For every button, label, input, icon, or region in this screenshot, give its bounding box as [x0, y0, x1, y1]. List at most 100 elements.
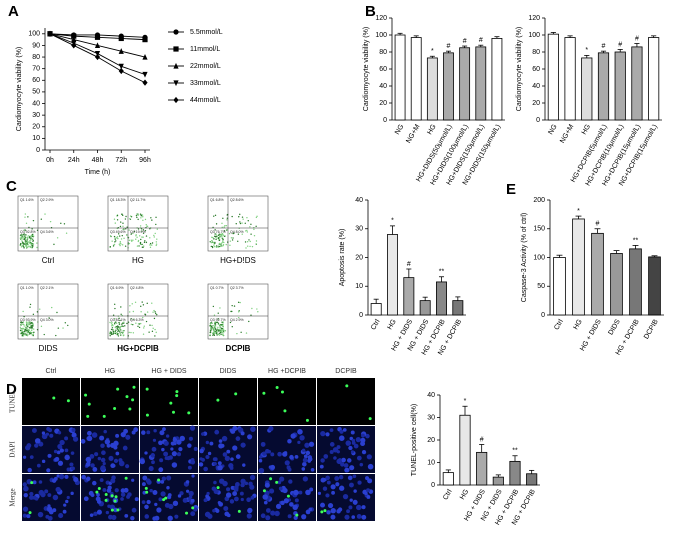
flow-event — [119, 332, 122, 334]
flow-event — [113, 243, 116, 246]
nucleus — [151, 460, 155, 465]
flow-event — [117, 335, 120, 337]
flow-event — [249, 245, 251, 248]
micrograph — [140, 426, 198, 473]
y-axis-label: TUNEL-positive cell(%) — [411, 404, 418, 476]
flow-event — [23, 229, 26, 231]
flow-event — [239, 301, 241, 304]
flow-event — [25, 234, 27, 236]
flow-event — [149, 244, 151, 246]
flow-event — [217, 333, 219, 335]
flow-event — [20, 332, 23, 335]
y-tick-label: 10 — [427, 459, 435, 466]
flow-event — [152, 327, 154, 330]
flow-event — [113, 322, 116, 325]
flow-event — [116, 214, 119, 217]
x-tick-label: DIDS — [607, 318, 622, 336]
flow-event — [219, 326, 221, 328]
flow-event — [211, 246, 214, 249]
flow-event — [111, 327, 114, 329]
nucleus — [130, 515, 135, 521]
significance-mark: # — [447, 43, 451, 50]
tunel-cell — [157, 478, 161, 482]
nucleus — [146, 479, 152, 485]
nucleus — [154, 502, 158, 507]
flow-event — [155, 216, 157, 219]
flow-event — [218, 332, 221, 335]
nucleus — [40, 491, 46, 498]
flow-event — [217, 318, 219, 320]
flow-event — [19, 244, 22, 246]
bar — [648, 37, 660, 121]
flow-event — [151, 330, 154, 333]
flow-event — [114, 326, 117, 329]
flow-event — [223, 230, 226, 232]
flow-event — [209, 325, 211, 327]
flow-event — [24, 238, 26, 241]
nucleus — [235, 482, 240, 487]
nucleus — [48, 509, 54, 515]
tunel-cell — [95, 490, 99, 494]
flow-event — [32, 333, 35, 335]
nucleus — [334, 476, 340, 481]
nucleus — [366, 488, 371, 493]
flow-event — [27, 246, 29, 248]
flow-event — [145, 235, 148, 237]
nucleus — [53, 449, 58, 454]
y-tick-label: 40 — [532, 83, 540, 90]
flow-event — [255, 216, 258, 219]
nucleus — [214, 429, 220, 435]
flow-event — [140, 311, 142, 313]
nucleus — [153, 428, 157, 433]
quadrant-label: Q3 92.8% — [20, 230, 36, 234]
nucleus — [71, 427, 76, 432]
flow-event — [211, 240, 213, 242]
flow-event — [21, 240, 23, 242]
flow-event — [215, 321, 218, 324]
flow-event — [221, 235, 223, 238]
flow-event — [122, 225, 124, 227]
flow-event — [22, 333, 25, 335]
quadrant-label: Q2 4.8% — [130, 286, 144, 290]
y-axis-label: Apoptosis rate (%) — [339, 229, 346, 287]
flow-event — [120, 238, 123, 240]
flow-event — [210, 322, 212, 325]
flow-event — [241, 233, 243, 235]
flow-event — [115, 321, 117, 323]
flow-event — [120, 306, 122, 308]
y-axis-label: Caspase-3 Activity (% of ctrl) — [521, 213, 528, 302]
nucleus — [224, 511, 230, 517]
legend-marker — [173, 46, 179, 52]
x-tick-label: NG — [394, 123, 405, 136]
flow-event — [116, 325, 119, 328]
flow-event — [36, 242, 38, 244]
flow-event — [130, 331, 132, 334]
flow-event — [213, 314, 216, 316]
nucleus — [246, 497, 251, 503]
flow-event — [235, 223, 237, 225]
nucleus — [222, 452, 228, 457]
flow-event — [146, 225, 149, 227]
nucleus — [92, 467, 98, 472]
nucleus — [205, 454, 210, 460]
x-tick-label: Ctrl — [370, 318, 382, 331]
flow-event — [212, 324, 214, 327]
significance-mark: # — [635, 35, 639, 42]
nucleus — [64, 454, 70, 461]
flow-event — [245, 230, 247, 232]
nucleus — [270, 510, 276, 516]
nucleus — [345, 440, 352, 446]
flow-event — [27, 238, 29, 240]
nucleus — [29, 455, 34, 459]
nucleus — [262, 494, 269, 500]
y-tick-label: 0 — [36, 147, 40, 154]
flow-event — [218, 334, 221, 336]
flow-event — [119, 244, 121, 247]
legend-marker — [173, 96, 179, 104]
tunel-cell — [169, 401, 173, 405]
flow-event — [51, 306, 53, 309]
flow-event — [155, 223, 157, 226]
nucleus — [144, 514, 150, 519]
nucleus — [70, 451, 75, 455]
